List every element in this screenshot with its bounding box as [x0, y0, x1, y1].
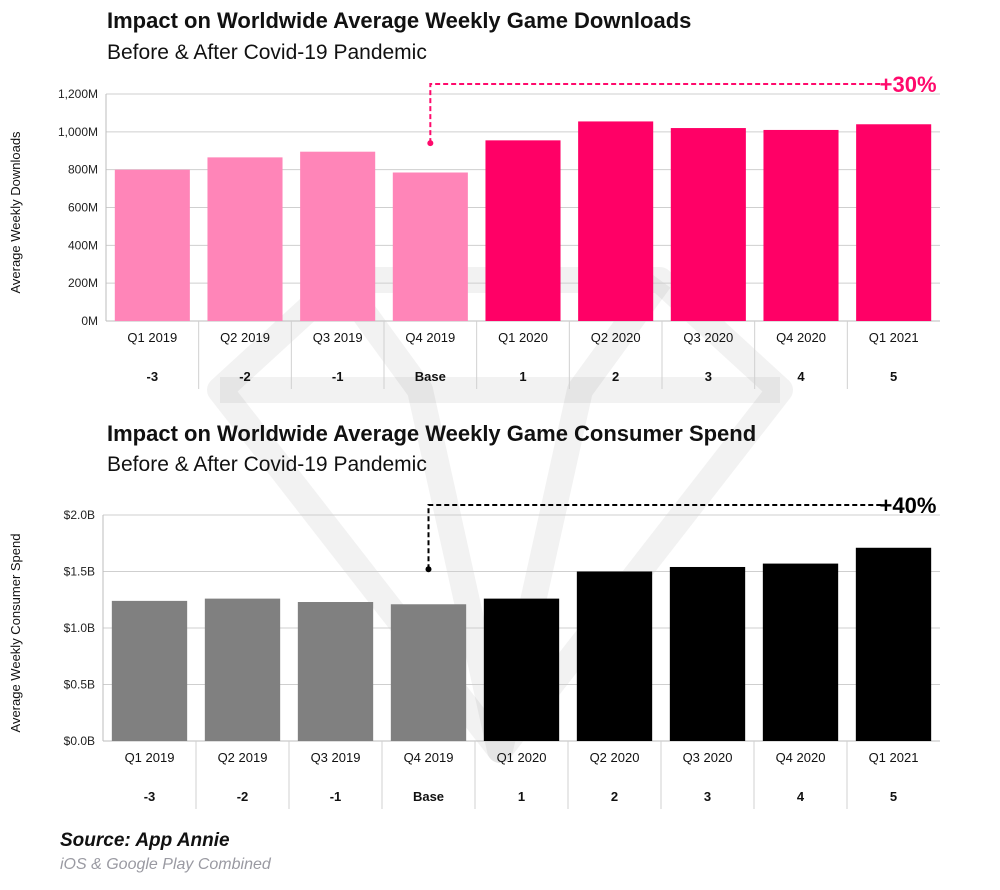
- downloads-ytick-label: 0M: [81, 314, 98, 328]
- spend-quarter-index: Base: [413, 789, 444, 804]
- downloads-ytick-label: 200M: [68, 276, 98, 290]
- downloads-category-label: Q1 2021: [869, 330, 919, 345]
- spend-bar: [111, 600, 188, 741]
- downloads-quarter-index: 5: [890, 369, 897, 384]
- chart-2-title: Impact on Worldwide Average Weekly Game …: [107, 421, 757, 446]
- spend-category-label: Q1 2020: [497, 750, 547, 765]
- chart-1-title: Impact on Worldwide Average Weekly Game …: [107, 8, 692, 33]
- spend-bar: [204, 598, 281, 741]
- downloads-category-label: Q1 2019: [127, 330, 177, 345]
- chart-1-subtitle: Before & After Covid-19 Pandemic: [107, 41, 427, 64]
- spend-ytick-label: $0.5B: [64, 678, 95, 692]
- downloads-bar: [114, 169, 190, 321]
- downloads-category-label: Q3 2019: [313, 330, 363, 345]
- spend-bar: [297, 602, 374, 741]
- spend-category-label: Q3 2019: [311, 750, 361, 765]
- downloads-quarter-index: -3: [147, 369, 159, 384]
- downloads-quarter-index: Base: [415, 369, 446, 384]
- downloads-bar: [763, 129, 839, 321]
- spend-category-label: Q2 2020: [590, 750, 640, 765]
- spend-ytick-label: $2.0B: [64, 508, 95, 522]
- spend-annotation-label: +40%: [880, 493, 937, 518]
- downloads-bar: [485, 140, 561, 321]
- spend-category-label: Q4 2019: [404, 750, 454, 765]
- spend-ytick-label: $1.0B: [64, 621, 95, 635]
- downloads-bar: [670, 128, 746, 321]
- downloads-bar: [300, 151, 376, 321]
- downloads-quarter-index: 3: [705, 369, 712, 384]
- spend-bar: [762, 563, 839, 741]
- source-note: iOS & Google Play Combined: [60, 856, 271, 873]
- downloads-bar: [856, 124, 932, 321]
- source-label: Source: App Annie: [60, 830, 230, 851]
- spend-category-label: Q1 2019: [125, 750, 175, 765]
- downloads-bar: [392, 172, 468, 321]
- spend-bar: [390, 604, 467, 741]
- downloads-bar: [578, 121, 654, 321]
- downloads-category-label: Q4 2019: [405, 330, 455, 345]
- spend-category-label: Q4 2020: [776, 750, 826, 765]
- spend-quarter-index: -1: [330, 789, 342, 804]
- spend-quarter-index: 1: [518, 789, 525, 804]
- spend-y-axis-label: Average Weekly Consumer Spend: [8, 534, 23, 733]
- downloads-ytick-label: 1,000M: [58, 125, 98, 139]
- spend-category-label: Q1 2021: [869, 750, 919, 765]
- downloads-ytick-label: 1,200M: [58, 87, 98, 101]
- spend-bar: [483, 598, 560, 741]
- spend-bar: [669, 566, 746, 741]
- downloads-ytick-label: 400M: [68, 238, 98, 252]
- spend-quarter-index: -3: [144, 789, 156, 804]
- downloads-bar-chart: 0M 200M 400M 600M 800M 1,000M 1,200M Q1 2019 -3 Q…: [8, 72, 940, 389]
- downloads-category-label: Q4 2020: [776, 330, 826, 345]
- downloads-ytick-label: 800M: [68, 163, 98, 177]
- spend-bar: [576, 571, 653, 741]
- spend-quarter-index: -2: [237, 789, 249, 804]
- downloads-category-label: Q2 2019: [220, 330, 270, 345]
- downloads-category-label: Q1 2020: [498, 330, 548, 345]
- consumer-spend-bar-chart: $0.0B $0.5B $1.0B $1.5B $2.0B Q1 2019 -3 Q2 201…: [8, 493, 940, 809]
- spend-annotation-line: [427, 504, 882, 570]
- spend-quarter-index: 5: [890, 789, 897, 804]
- spend-ytick-label: $0.0B: [64, 734, 95, 748]
- downloads-quarter-index: -1: [332, 369, 344, 384]
- spend-quarter-index: 2: [611, 789, 618, 804]
- chart-2-subtitle: Before & After Covid-19 Pandemic: [107, 453, 427, 476]
- spend-bar: [855, 547, 932, 741]
- downloads-bar: [207, 157, 283, 321]
- downloads-annotation-label: +30%: [880, 72, 937, 97]
- downloads-quarter-index: 2: [612, 369, 619, 384]
- spend-category-label: Q2 2019: [218, 750, 268, 765]
- downloads-category-label: Q2 2020: [591, 330, 641, 345]
- spend-quarter-index: 3: [704, 789, 711, 804]
- downloads-ytick-label: 600M: [68, 201, 98, 215]
- downloads-quarter-index: -2: [239, 369, 251, 384]
- downloads-quarter-index: 4: [797, 369, 805, 384]
- downloads-y-axis-label: Average Weekly Downloads: [8, 131, 23, 294]
- downloads-category-label: Q3 2020: [683, 330, 733, 345]
- spend-category-label: Q3 2020: [683, 750, 733, 765]
- spend-quarter-index: 4: [797, 789, 805, 804]
- downloads-quarter-index: 1: [519, 369, 526, 384]
- spend-ytick-label: $1.5B: [64, 565, 95, 579]
- downloads-annotation-line: [429, 83, 882, 144]
